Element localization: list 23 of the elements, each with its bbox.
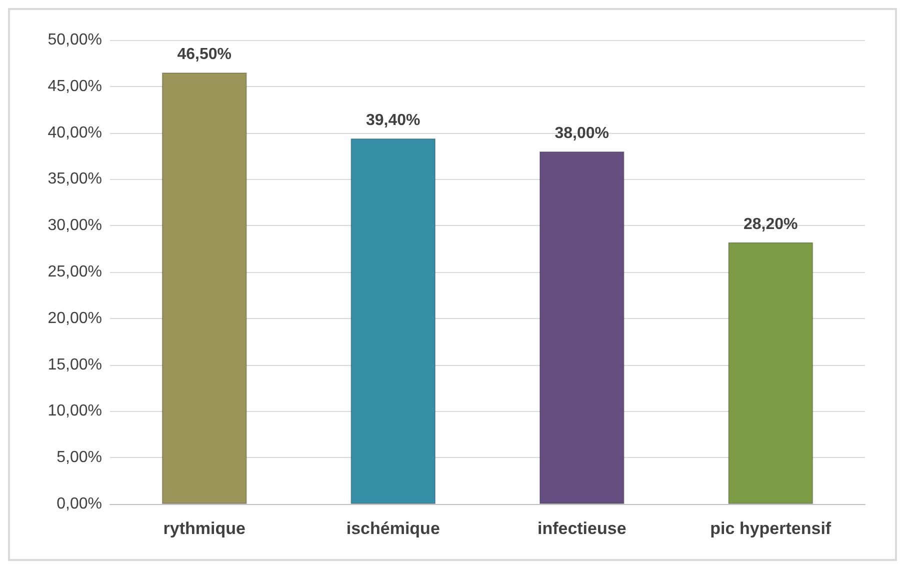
y-tick-label: 50,00% xyxy=(48,32,102,48)
x-tick-label: ischémique xyxy=(346,519,440,538)
y-tick-label: 25,00% xyxy=(48,264,102,280)
y-tick-label: 10,00% xyxy=(48,402,102,420)
x-tick-label: pic hypertensif xyxy=(710,519,832,538)
y-tick-label: 45,00% xyxy=(48,78,102,95)
bar xyxy=(162,72,247,504)
y-tick-label: 20,00% xyxy=(48,310,102,327)
y-tick-label: 15,00% xyxy=(48,356,102,374)
data-label: 28,20% xyxy=(743,216,798,233)
bar xyxy=(350,138,436,504)
data-label: 39,40% xyxy=(366,112,420,129)
data-label: 38,00% xyxy=(554,124,610,142)
y-tick-label: 40,00% xyxy=(48,124,102,142)
y-tick-label: 0,00% xyxy=(56,496,102,512)
data-label: 46,50% xyxy=(177,46,232,63)
y-tick-label: 5,00% xyxy=(56,449,102,466)
y-tick-label: 35,00% xyxy=(48,170,102,188)
x-tick-label: rythmique xyxy=(163,519,246,538)
y-tick-label: 30,00% xyxy=(48,217,102,234)
bar xyxy=(728,242,814,504)
bar xyxy=(539,151,624,504)
x-tick-label: infectieuse xyxy=(537,519,626,538)
